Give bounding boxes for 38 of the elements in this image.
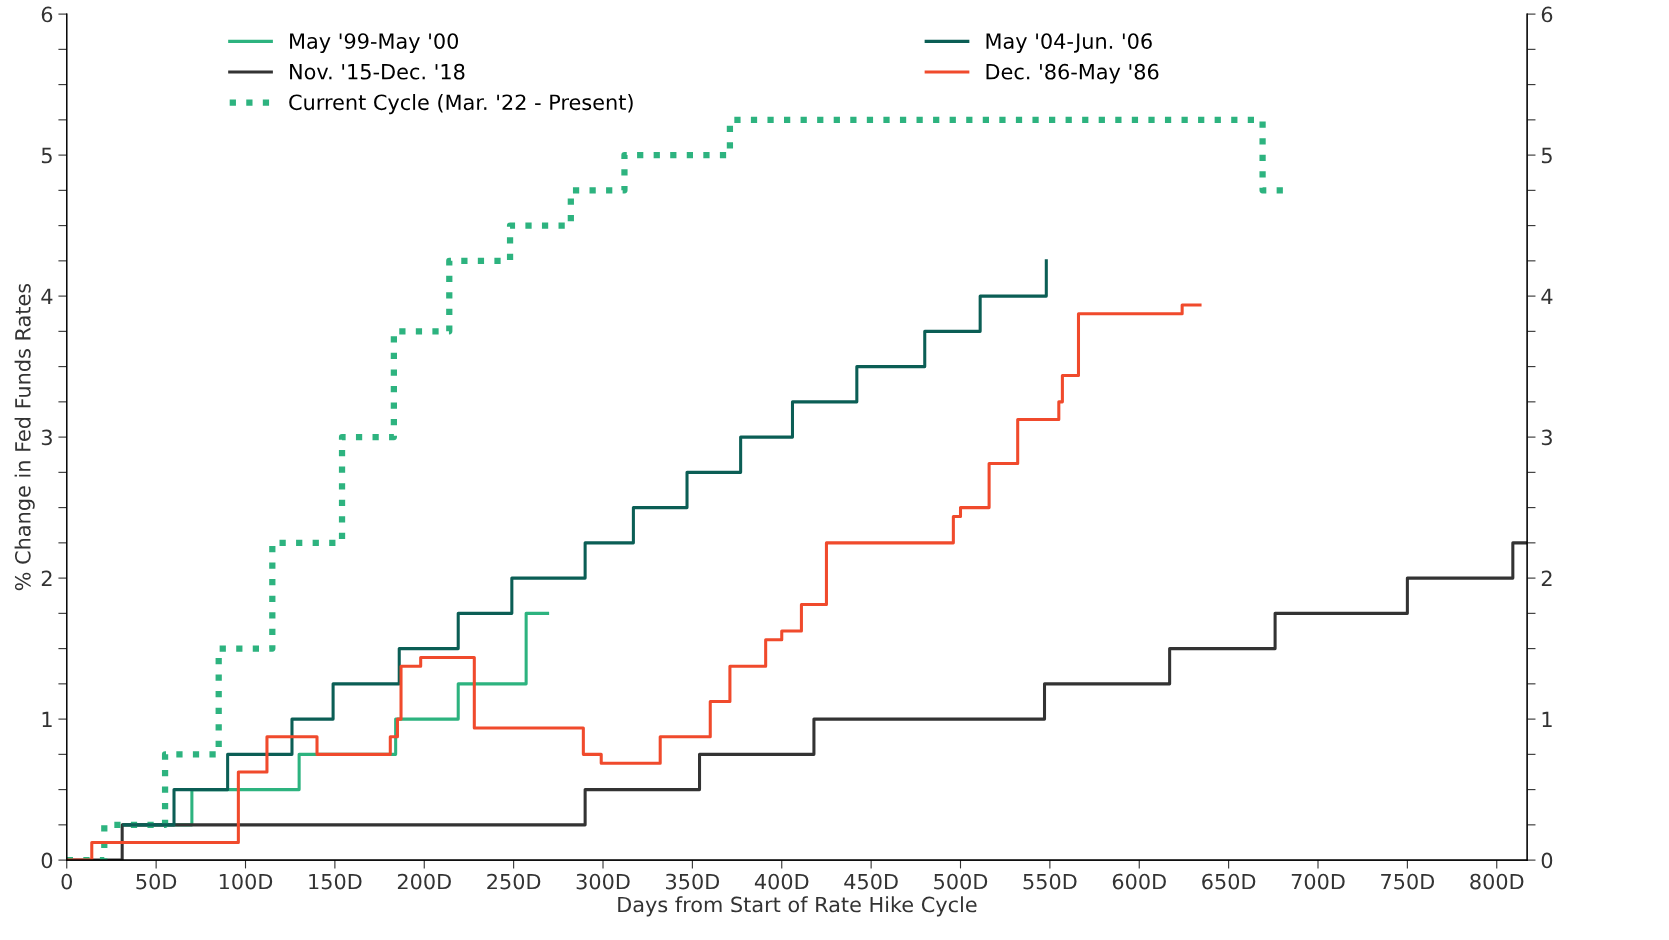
y2-tick-label: 3: [1541, 429, 1552, 446]
legend-label: May '99-May '00: [290, 33, 459, 54]
x-axis-title: Days from Start of Rate Hike Cycle: [618, 896, 977, 917]
y-tick-label: 4: [41, 288, 53, 305]
y-tick-label: 0: [41, 852, 53, 869]
y-tick-label: 6: [41, 6, 53, 23]
legend-label: Dec. '86-May '86: [986, 63, 1159, 84]
x-tick-label: 50D: [136, 873, 177, 890]
y2-tick-label: 5: [1541, 147, 1552, 164]
y-tick-label: 2: [41, 570, 52, 587]
x-tick-label: 650D: [1202, 873, 1256, 890]
legend-label: Nov. '15-Dec. '18: [290, 63, 465, 80]
x-tick-label: 800D: [1470, 873, 1524, 890]
x-tick-label: 400D: [754, 873, 809, 890]
y2-tick-label: 2: [1541, 570, 1552, 587]
x-tick-label: 0: [61, 873, 72, 890]
y2-tick-label: 4: [1541, 288, 1553, 305]
y2-tick-label: 1: [1542, 711, 1552, 728]
x-tick-label: 200D: [397, 873, 451, 890]
legend-label: May '04-Jun. '06: [986, 33, 1152, 54]
legend-label: Current Cycle (Mar. '22 - Present): [289, 94, 633, 115]
x-tick-label: 750D: [1381, 873, 1435, 890]
y-tick-label: 5: [41, 147, 52, 164]
x-tick-label: 500D: [934, 873, 988, 890]
x-tick-label: 700D: [1291, 873, 1345, 890]
x-tick-label: 300D: [576, 873, 630, 890]
x-tick-label: 150D: [309, 873, 362, 890]
y-tick-label: 1: [42, 711, 52, 728]
y-tick-label: 3: [41, 429, 52, 446]
x-tick-label: 450D: [844, 873, 898, 890]
x-tick-label: 250D: [487, 873, 541, 890]
y2-tick-label: 6: [1541, 6, 1553, 23]
y-axis-title: % Change in Fed Funds Rates: [14, 283, 35, 591]
x-tick-label: 550D: [1023, 873, 1077, 890]
x-tick-label: 100D: [219, 873, 273, 890]
y2-tick-label: 0: [1541, 852, 1553, 869]
x-tick-label: 350D: [666, 873, 720, 890]
x-tick-label: 600D: [1112, 873, 1166, 890]
